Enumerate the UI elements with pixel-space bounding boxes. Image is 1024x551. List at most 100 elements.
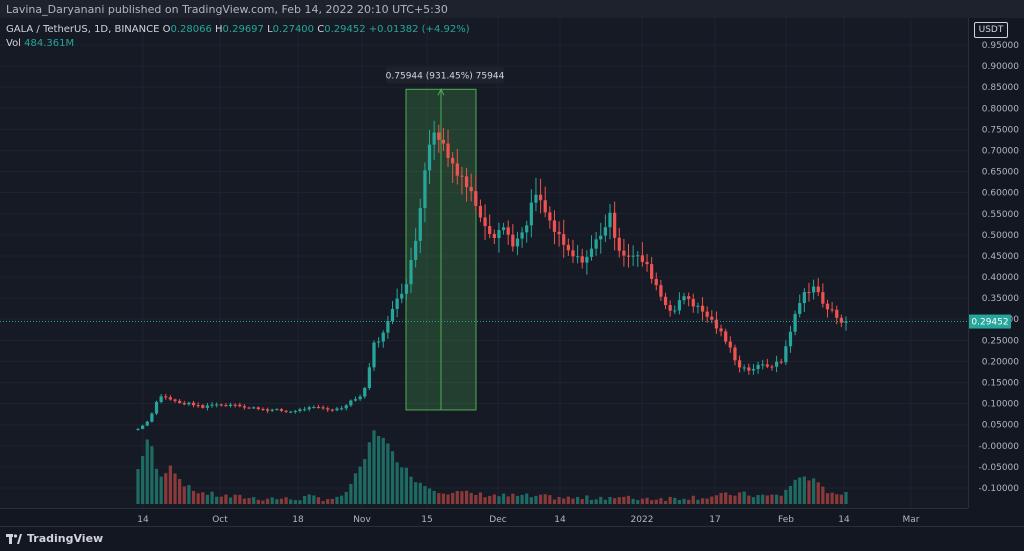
candle — [821, 292, 825, 304]
candle — [603, 227, 607, 236]
volume-bar — [168, 465, 173, 504]
candle — [418, 208, 422, 241]
time-axis-scale[interactable]: 14 Oct 18 Nov 15 Dec 14 2022 17 Feb 14 Mar — [0, 509, 968, 527]
time-tick-label: 2022 — [631, 515, 654, 525]
candle — [261, 408, 265, 410]
volume-bar — [506, 496, 510, 504]
volume-bar — [460, 491, 464, 504]
ohlc-close: 0.29452 — [324, 24, 366, 35]
volume-bar — [339, 495, 344, 504]
time-tick-label: Dec — [489, 515, 506, 525]
candle — [178, 400, 182, 403]
volume-bar — [145, 439, 149, 504]
volume-bar — [696, 499, 700, 504]
volume-bar — [557, 497, 561, 504]
ohlc-open-key: O — [162, 24, 171, 35]
volume-bar — [247, 498, 251, 504]
volume-bar — [580, 498, 584, 504]
volume-bar — [404, 467, 409, 504]
volume-bar — [224, 494, 228, 504]
candle — [608, 212, 612, 228]
volume-bar — [543, 494, 547, 504]
candle — [765, 364, 769, 367]
candle — [793, 313, 797, 332]
candle — [636, 255, 640, 257]
volume-bar — [816, 482, 820, 504]
candle — [830, 309, 834, 311]
volume-bar — [474, 494, 478, 504]
volume-bar — [742, 491, 746, 504]
volume-bar — [677, 499, 682, 504]
volume-bar — [825, 493, 830, 504]
measure-arrow-head — [437, 88, 445, 96]
price-tick-label: 0.70000 — [982, 146, 1019, 156]
candle — [802, 292, 806, 304]
candle — [650, 264, 654, 279]
volume-bar — [210, 491, 214, 504]
volume-label[interactable]: Vol — [6, 38, 21, 49]
candle — [270, 409, 274, 411]
volume-bar — [363, 459, 367, 504]
candle — [279, 409, 284, 411]
price-tick-label: 0.05000 — [982, 421, 1019, 431]
candle — [451, 157, 455, 164]
candle — [599, 235, 603, 240]
price-tick-label: 0.10000 — [982, 400, 1019, 410]
volume-bar — [492, 494, 496, 504]
candle — [414, 240, 418, 260]
candle — [242, 406, 247, 408]
price-chart[interactable]: 0.75944 (931.45%) 75944 — [0, 18, 968, 508]
time-tick-label: Oct — [212, 515, 228, 525]
current-price-tag — [969, 314, 1011, 329]
symbol-name[interactable]: GALA / TetherUS, 1D, BINANCE — [6, 24, 160, 35]
candle — [562, 234, 566, 245]
price-tick-label: 0.15000 — [982, 379, 1019, 389]
volume-bar — [395, 462, 399, 504]
candle — [798, 303, 802, 314]
volume-bar — [705, 498, 709, 504]
price-tick-label: 0.35000 — [982, 294, 1019, 304]
candle — [321, 407, 325, 409]
candle — [654, 278, 658, 286]
candle — [784, 346, 788, 363]
volume-bar — [538, 494, 543, 504]
price-axis[interactable]: 0.95000 0.90000 0.85000 0.80000 0.75000 0.700… — [968, 18, 1024, 508]
candle — [548, 212, 552, 221]
time-axis[interactable]: 14 Oct 18 Nov 15 Dec 14 2022 17 Feb 14 Mar — [0, 508, 968, 527]
volume-bar — [228, 497, 233, 504]
candle — [728, 341, 732, 348]
candle — [238, 404, 242, 407]
volume-bar — [603, 499, 607, 504]
measure-label: 0.75944 (931.45%) 75944 — [386, 71, 505, 81]
volume-bar — [256, 499, 260, 504]
ohlc-low-key: L — [267, 24, 273, 35]
volume-bar — [353, 473, 358, 504]
candle — [538, 194, 543, 201]
candle — [714, 319, 719, 329]
volume-legend: Vol 484.361M — [6, 38, 74, 49]
ohlc-high-key: H — [215, 24, 223, 35]
volume-bar — [478, 492, 483, 504]
volume-bar — [409, 476, 413, 504]
volume-bar — [275, 499, 279, 504]
candle — [344, 405, 348, 409]
volume-bar — [668, 496, 672, 504]
volume-bar — [414, 482, 418, 504]
candle — [367, 367, 371, 389]
chart-pane[interactable]: 0.75944 (931.45%) 75944 GALA / TetherUS,… — [0, 18, 968, 508]
volume-bar — [349, 483, 353, 504]
tradingview-logo[interactable]: TradingView — [6, 532, 103, 545]
candle — [210, 404, 214, 406]
price-axis-scale[interactable]: 0.95000 0.90000 0.85000 0.80000 0.75000 0.700… — [969, 18, 1024, 508]
candle — [145, 421, 149, 426]
currency-button[interactable]: USDT — [974, 22, 1008, 38]
candle — [724, 331, 728, 342]
candle — [289, 411, 293, 413]
price-tick-label: -0.00000 — [979, 442, 1020, 452]
volume-bar — [136, 469, 140, 504]
volume-bar — [571, 498, 575, 504]
volume-bar — [284, 497, 288, 504]
candle — [205, 405, 210, 408]
ohlc-open: 0.28066 — [170, 24, 212, 35]
candle — [224, 405, 228, 407]
